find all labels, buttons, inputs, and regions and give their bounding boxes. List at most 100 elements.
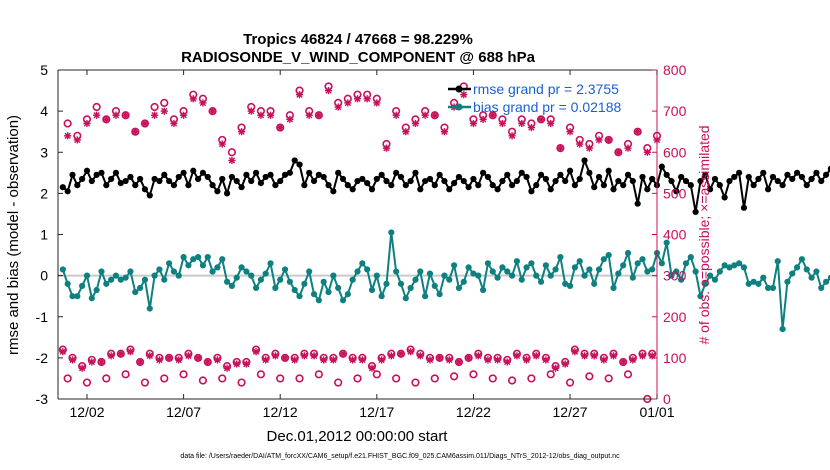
- bias-point: [470, 270, 477, 277]
- obs-assimilated-marker: [194, 354, 202, 362]
- obs-assimilated-stroke: [88, 358, 96, 366]
- obs-assimilated-marker: [305, 111, 313, 119]
- obs-assimilated-stroke: [557, 144, 564, 152]
- obs-assimilated-stroke: [494, 356, 501, 364]
- rmse-point: [798, 173, 806, 181]
- rmse-point: [726, 177, 733, 185]
- obs-assimilated-marker: [373, 99, 381, 107]
- bias-point: [137, 284, 144, 292]
- obs-assimilated-marker: [117, 350, 125, 358]
- obs-assimilated-stroke: [151, 112, 158, 119]
- obs-assimilated-stroke: [117, 350, 124, 357]
- obs-assimilated-marker: [513, 352, 521, 360]
- obs-assimilated-stroke: [397, 350, 405, 357]
- rmse-point: [306, 169, 313, 176]
- obs-assimilated-marker: [397, 350, 405, 358]
- bias-series-line: [61, 231, 830, 331]
- obs-assimilated-stroke: [489, 112, 496, 119]
- obs-assimilated-stroke: [286, 116, 294, 123]
- rmse-point: [610, 186, 617, 193]
- rmse-point: [204, 173, 211, 181]
- obs-assimilated-marker: [242, 360, 250, 368]
- obs-assimilated-stroke: [533, 352, 540, 360]
- bias-point: [736, 260, 743, 267]
- rmse-point: [344, 182, 351, 189]
- obs-possible-marker: [411, 378, 420, 387]
- obs-assimilated-marker: [576, 140, 584, 148]
- obs-assimilated-marker: [590, 352, 598, 360]
- obs-assimilated-stroke: [368, 364, 376, 372]
- bias-point: [798, 256, 806, 263]
- obs-assimilated-marker: [585, 144, 593, 152]
- rmse-point: [542, 175, 549, 183]
- y-right-axis-label: # of obs: o=possible; ×=assimilated: [696, 125, 712, 344]
- rmse-point: [281, 171, 289, 178]
- bias-point: [426, 270, 434, 277]
- bias-point: [335, 284, 342, 292]
- y-tick-label: 2: [40, 185, 48, 201]
- obs-assimilated-marker: [78, 364, 86, 372]
- obs-possible-marker: [372, 370, 381, 379]
- obs-possible-marker: [334, 378, 343, 387]
- obs-assimilated-stroke: [330, 356, 337, 364]
- obs-assimilated-marker: [421, 111, 429, 119]
- obs-assimilated-marker: [315, 111, 323, 119]
- obs-assimilated-marker: [262, 356, 270, 364]
- bias-point: [755, 280, 762, 287]
- obs-assimilated-stroke: [107, 352, 115, 360]
- rmse-point: [760, 169, 767, 176]
- rmse-point: [716, 182, 723, 189]
- rmse-point: [93, 171, 100, 178]
- bias-point: [600, 256, 607, 263]
- obs-assimilated-stroke: [291, 356, 298, 364]
- rmse-point: [397, 173, 405, 181]
- bias-point: [146, 305, 153, 312]
- obs-assimilated-stroke: [460, 91, 467, 98]
- obs-assimilated-marker: [141, 119, 149, 128]
- bias-point: [286, 278, 293, 285]
- obs-assimilated-marker: [387, 352, 395, 360]
- rmse-point: [175, 173, 182, 181]
- obs-assimilated-marker: [223, 364, 231, 372]
- rmse-point: [417, 186, 424, 193]
- bias-point: [214, 264, 221, 271]
- bias-point: [108, 276, 115, 283]
- obs-assimilated-marker: [605, 136, 613, 144]
- obs-assimilated-stroke: [648, 352, 656, 360]
- rmse-point: [774, 177, 781, 185]
- obs-possible-marker: [218, 374, 227, 383]
- bias-point: [649, 266, 656, 273]
- bias-point: [562, 280, 569, 287]
- rmse-point: [426, 175, 434, 183]
- rmse-point: [818, 177, 825, 185]
- bias-point: [59, 266, 66, 273]
- obs-assimilated-marker: [566, 128, 574, 136]
- rmse-point: [64, 188, 71, 195]
- obs-assimilated-stroke: [402, 128, 410, 135]
- rmse-point: [793, 169, 801, 176]
- obs-assimilated-stroke: [547, 120, 554, 127]
- bias-point: [233, 274, 240, 281]
- bias-point: [368, 286, 376, 294]
- bias-point: [344, 291, 351, 298]
- obs-assimilated-stroke: [257, 112, 265, 119]
- obs-assimilated-stroke: [417, 352, 424, 360]
- rmse-point: [523, 173, 530, 181]
- obs-assimilated-marker: [320, 356, 328, 364]
- rmse-point: [190, 167, 197, 174]
- obs-assimilated-stroke: [83, 120, 91, 127]
- rmse-point: [151, 175, 158, 183]
- obs-possible-marker: [507, 376, 517, 385]
- obs-assimilated-stroke: [421, 112, 429, 119]
- bias-point: [364, 266, 371, 273]
- bias-point: [98, 268, 105, 275]
- x-tick-label: 12/12: [263, 404, 298, 420]
- y-tick-label: 3: [40, 144, 48, 160]
- obs-assimilated-marker: [237, 128, 246, 136]
- obs-assimilated-stroke: [354, 95, 361, 102]
- y-right-tick-label: 400: [663, 227, 687, 243]
- obs-possible-marker: [179, 370, 188, 379]
- bias-point: [750, 278, 757, 285]
- obs-assimilated-marker: [112, 111, 120, 119]
- bias-point: [702, 280, 709, 287]
